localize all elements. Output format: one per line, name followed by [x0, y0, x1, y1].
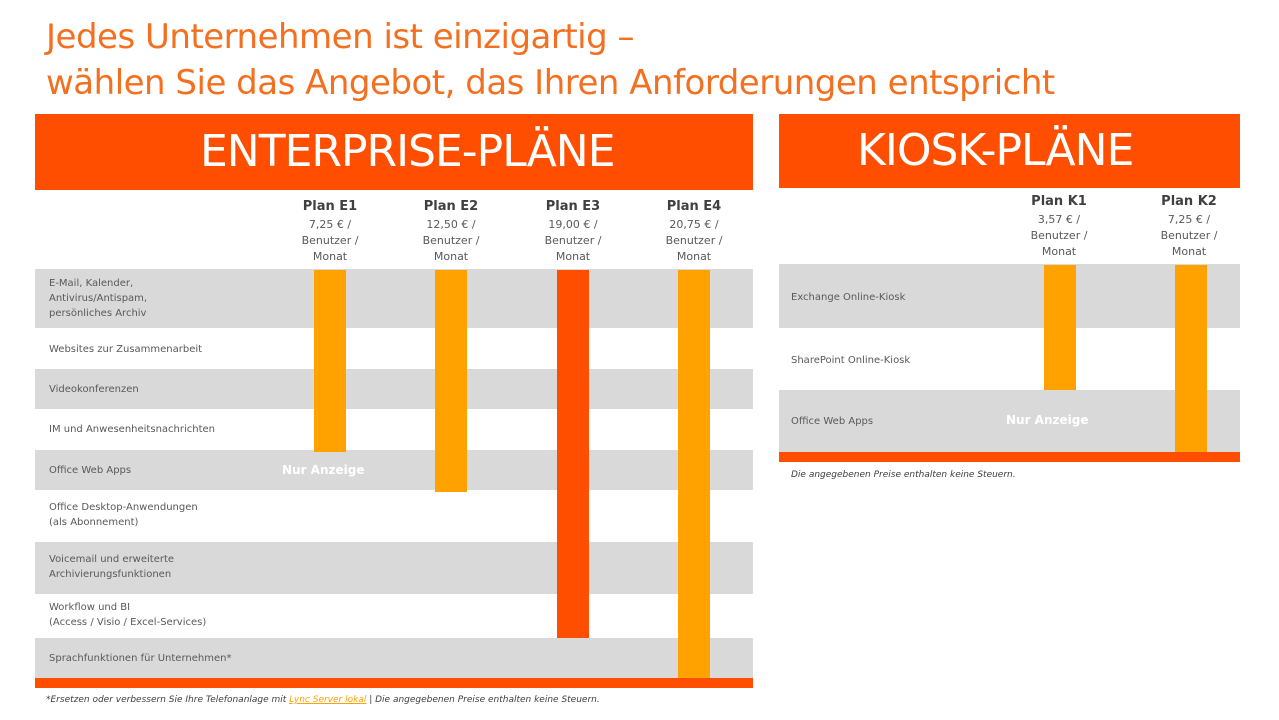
kiosk-label-exchange: Exchange Online-Kiosk [791, 292, 906, 303]
kiosk-label-sharepoint: SharePoint Online-Kiosk [791, 355, 911, 366]
feature-row-voice: Sprachfunktionen für Unternehmen* [35, 638, 753, 678]
page-title-line-1: Jedes Unternehmen ist einzigartig – [46, 17, 635, 57]
feature-row-desktop: Office Desktop-Anwendungen (als Abonneme… [35, 490, 753, 542]
kiosk-row-sharepoint: SharePoint Online-Kiosk [779, 328, 1240, 390]
feature-row-voicemail: Voicemail und erweiterte Archivierungsfu… [35, 542, 753, 594]
feature-label-im: IM und Anwesenheitsnachrichten [49, 424, 216, 435]
plan-k1-header: Plan K1 3,57 € / Benutzer / Monat [1004, 193, 1114, 260]
kiosk-banner-label: KIOSK-PLÄNE [857, 125, 1134, 176]
enterprise-banner-label: ENTERPRISE-PLÄNE [200, 126, 616, 177]
kiosk-row-webapps: Office Web Apps [779, 390, 1240, 452]
plan-e1-bar [314, 270, 346, 452]
kiosk-label-webapps: Office Web Apps [791, 416, 874, 427]
feature-row-video: Videokonferenzen [35, 369, 753, 409]
enterprise-footnote-tax: | Die angegebenen Preise enthalten keine… [366, 695, 600, 705]
plan-e2-price: 12,50 € / Benutzer / Monat [422, 218, 480, 263]
plan-k1-name: Plan K1 [1031, 194, 1087, 209]
e1-view-only-label: Nur Anzeige [282, 463, 365, 477]
plan-e1-header: Plan E1 7,25 € / Benutzer / Monat [275, 198, 385, 265]
feature-row-webapps: Office Web Apps [35, 450, 753, 490]
plan-e3-header: Plan E3 19,00 € / Benutzer / Monat [518, 198, 628, 265]
page-title-line-2: wählen Sie das Angebot, das Ihren Anford… [46, 63, 1055, 103]
kiosk-bottom-line [779, 452, 1240, 462]
lync-server-link[interactable]: Lync Server lokal [289, 695, 367, 705]
feature-label-webapps: Office Web Apps [49, 465, 132, 476]
plan-k2-bar [1175, 265, 1207, 453]
plan-e2-bar [435, 270, 467, 492]
plan-e1-name: Plan E1 [302, 199, 358, 214]
plan-e2-header: Plan E2 12,50 € / Benutzer / Monat [396, 198, 506, 265]
kiosk-row-exchange: Exchange Online-Kiosk [779, 264, 1240, 328]
feature-row-email: E-Mail, Kalender, Antivirus/Antispam, pe… [35, 269, 753, 328]
kiosk-footnote: Die angegebenen Preise enthalten keine S… [791, 470, 1016, 480]
feature-row-im: IM und Anwesenheitsnachrichten [35, 409, 753, 450]
plan-e4-bar [678, 270, 710, 680]
enterprise-footnote: *Ersetzen oder verbessern Sie Ihre Telef… [46, 695, 600, 705]
plan-k1-price: 3,57 € / Benutzer / Monat [1030, 213, 1088, 258]
plan-e3-price: 19,00 € / Benutzer / Monat [544, 218, 602, 263]
feature-label-desktop: Office Desktop-Anwendungen (als Abonneme… [49, 502, 198, 528]
enterprise-banner: ENTERPRISE-PLÄNE [35, 114, 753, 190]
plan-e4-price: 20,75 € / Benutzer / Monat [665, 218, 723, 263]
plan-e4-name: Plan E4 [666, 199, 722, 214]
plan-e4-header: Plan E4 20,75 € / Benutzer / Monat [639, 198, 749, 265]
feature-label-sites: Websites zur Zusammenarbeit [49, 344, 203, 355]
plan-e1-price: 7,25 € / Benutzer / Monat [301, 218, 359, 263]
enterprise-footnote-text: *Ersetzen oder verbessern Sie Ihre Telef… [46, 695, 290, 705]
feature-row-workflow: Workflow und BI (Access / Visio / Excel-… [35, 594, 753, 638]
k1-view-only-label: Nur Anzeige [1006, 413, 1089, 427]
feature-label-video: Videokonferenzen [49, 384, 139, 395]
plan-k1-bar [1044, 265, 1076, 390]
plan-k2-header: Plan K2 7,25 € / Benutzer / Monat [1134, 193, 1244, 260]
enterprise-bottom-line [35, 678, 753, 688]
feature-label-email: E-Mail, Kalender, Antivirus/Antispam, pe… [49, 278, 148, 319]
feature-row-sites: Websites zur Zusammenarbeit [35, 328, 753, 369]
feature-label-voicemail: Voicemail und erweiterte Archivierungsfu… [49, 554, 175, 580]
plan-k2-price: 7,25 € / Benutzer / Monat [1160, 213, 1218, 258]
plan-e3-name: Plan E3 [545, 199, 601, 214]
plan-e3-bar [557, 270, 589, 638]
plan-e2-name: Plan E2 [423, 199, 479, 214]
page-title: Jedes Unternehmen ist einzigartig – wähl… [46, 14, 1055, 106]
kiosk-banner: KIOSK-PLÄNE [779, 114, 1240, 188]
plan-k2-name: Plan K2 [1161, 194, 1217, 209]
feature-label-voice: Sprachfunktionen für Unternehmen* [49, 653, 232, 664]
feature-label-workflow: Workflow und BI (Access / Visio / Excel-… [49, 602, 207, 628]
